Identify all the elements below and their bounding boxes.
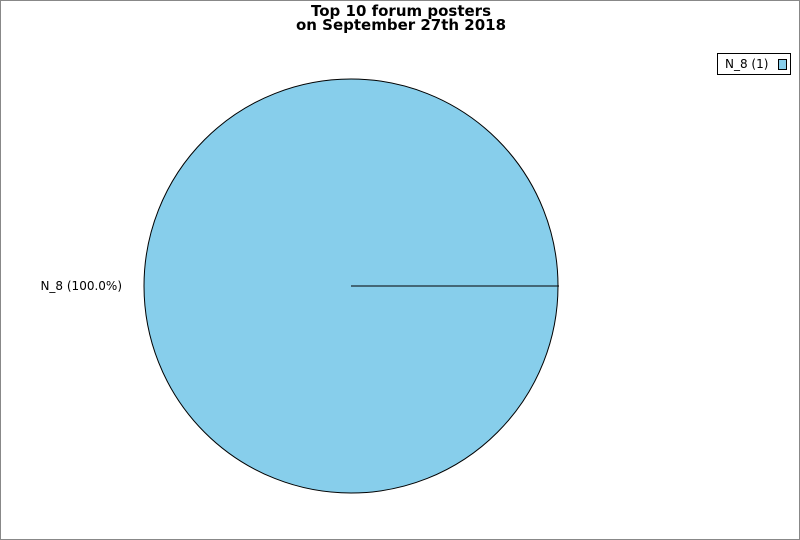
slice-label: N_8 (100.0%) [40,279,122,293]
chart-subtitle: on September 27th 2018 [295,16,507,34]
legend: N_8 (1) [717,53,791,75]
legend-label: N_8 (1) [725,57,769,71]
chart-title: Top 10 forum posters [311,2,491,20]
legend-swatch [778,59,787,70]
